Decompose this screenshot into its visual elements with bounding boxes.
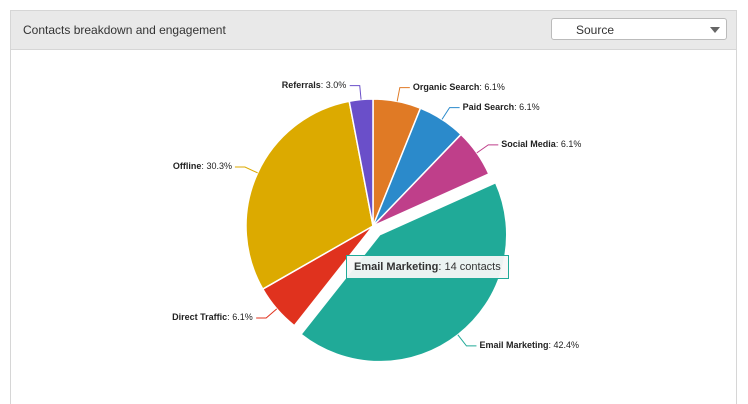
slice-name: Email Marketing (479, 339, 549, 350)
slice-name: Offline (172, 161, 202, 172)
slice-label: Direct Traffic6.1% (172, 312, 253, 322)
pie-slice (245, 100, 374, 291)
slice-name: Social Media (501, 138, 556, 149)
slice-label: Organic Search6.1% (413, 82, 505, 92)
slice-name: Organic Search (412, 81, 480, 92)
label-connector (396, 87, 410, 102)
slice-value: 6.1% (556, 139, 582, 149)
slice-value: 30.3% (201, 161, 232, 171)
slice-label: Referrals3.0% (282, 80, 347, 90)
dropdown-label: Source (576, 23, 615, 37)
label-connector (476, 144, 499, 154)
slice-label: Social Media6.1% (501, 139, 581, 149)
panel-header: Contacts breakdown and engagement Source (11, 11, 736, 50)
label-connector (256, 308, 278, 319)
slice-value: 6.1% (479, 82, 505, 92)
slice-value: 42.4% (548, 340, 579, 350)
slice-name: Direct Traffic (172, 312, 228, 322)
label-connector (441, 107, 460, 120)
label-connector (234, 166, 258, 174)
slice-label: Email Marketing42.4% (479, 340, 579, 350)
panel-title: Contacts breakdown and engagement (23, 23, 226, 37)
slice-value: 6.1% (514, 102, 540, 112)
slice-label: Paid Search6.1% (463, 102, 540, 112)
label-connector (349, 85, 362, 100)
slice-name: Paid Search (462, 101, 515, 112)
dropdown-arrow (710, 27, 720, 33)
slice-value: 3.0% (321, 80, 347, 90)
slice-name: Referrals (281, 79, 321, 90)
tooltip-text: 14 contacts (438, 261, 500, 273)
label-connector (457, 334, 477, 347)
tooltip-title: Email Marketing (354, 261, 439, 273)
slice-label: Offline30.3% (173, 161, 232, 171)
source-dropdown[interactable]: Source (551, 18, 727, 40)
tooltip: Email Marketing14 contacts (346, 255, 509, 279)
slice-value: 6.1% (227, 312, 253, 322)
